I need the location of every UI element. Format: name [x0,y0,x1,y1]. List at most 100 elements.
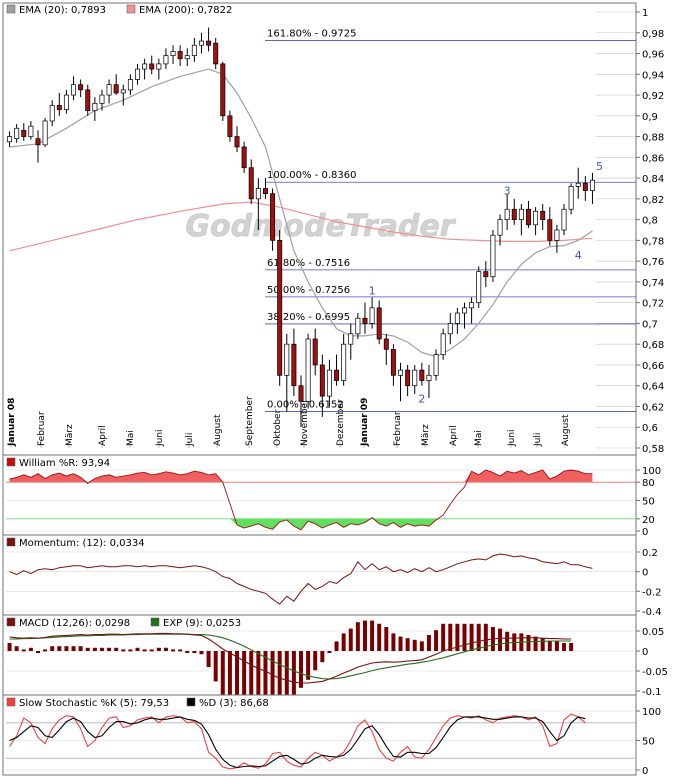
candle-body [135,68,140,80]
price-y-tick-label: 0,98 [642,29,664,40]
macd-histogram-bar [213,651,218,682]
macd-histogram-bar [128,649,133,652]
candle-body [497,219,503,236]
candle-body [511,208,517,220]
ema20-legend-label: EMA (20): 0,7893 [19,5,106,16]
candle-body [21,129,27,137]
candle-body [547,219,553,241]
macd-histogram-bar [142,649,147,652]
fibonacci-levels: 161.80% - 0.9725 100.00% - 0.8360 61.80% -… [265,29,636,412]
exp-legend-swatch [150,617,160,627]
stochastic-plot: 100 50 0 [6,707,661,777]
macd-legend-label: MACD (12,26): 0,0298 [19,618,130,629]
williams-y-tick-label: 100 [642,466,661,477]
macd-histogram-bar [313,651,318,671]
price-x-tick-label: Mai [126,430,136,446]
macd-histogram-bar [405,638,410,651]
price-panel: 1 0,98 0,96 0,94 0,92 0,9 0,88 0,86 0,84 0,82 0,8 0… [2,2,664,456]
candle-body [447,323,453,335]
momentum-y-tick-label: -0.2 [642,587,662,598]
candle-body [454,312,460,324]
price-y-tick-label: 0,8 [642,216,658,227]
price-panel-frame [2,2,637,456]
macd-histogram-bar [99,647,104,651]
candle-body [63,94,69,110]
price-y-tick-label: 0,86 [642,153,664,164]
momentum-y-tick-label: 0 [642,568,648,579]
macd-histogram-bar [192,651,197,653]
macd-line [9,632,572,684]
candle-body [28,125,34,137]
candle-body [589,179,595,191]
price-y-tick-label: 0,96 [642,50,664,61]
macd-y-tick-label: 0 [642,647,648,658]
macd-legend-swatch [6,617,16,627]
macd-histogram-bar [362,620,367,651]
macd-histogram-bar [43,649,48,652]
williams-oversold-fill [9,518,593,530]
stochastic-d-line [9,716,586,769]
stochastic-y-tick-label: 100 [642,707,661,718]
candle-body [71,84,77,96]
macd-histogram-bar [178,649,183,652]
price-x-tick-label: Januar 08 [7,398,17,447]
macd-histogram-bar [149,649,154,652]
macd-histogram-bar [156,647,161,651]
macd-histogram-bar [455,623,460,651]
candle-body [383,338,389,350]
price-x-tick-label: Mai [474,430,484,446]
macd-histogram-bar [85,647,90,651]
macd-histogram-bar [569,643,574,651]
candle-body [106,84,112,96]
candle-body [120,89,126,94]
stoch-d-legend-label: %D (3): 86,68 [199,698,269,709]
candle-body [483,271,489,278]
macd-y-tick-label: -0.05 [642,667,668,678]
candle-body [440,333,446,355]
candle-body [213,42,219,65]
macd-histogram-bar [341,633,346,651]
candle-body [163,55,169,65]
candle-body [568,186,574,210]
price-y-tick-label: 0,64 [642,382,664,393]
exp-signal-line [9,633,572,680]
candle-body [433,354,439,376]
fibonacci-level-label: 50.00% - 0.7256 [267,285,350,296]
stoch-d-legend-swatch [186,697,196,707]
candle-body [319,364,325,397]
candle-body [177,51,183,60]
macd-histogram-bar [199,651,204,655]
price-y-tick-label: 0,88 [642,133,664,144]
macd-histogram-bar [434,630,439,651]
momentum-line [9,553,593,605]
macd-histogram-bar [71,646,76,651]
macd-histogram-bar [355,622,360,651]
macd-histogram-bar [206,651,211,667]
price-y-tick-label: 0,76 [642,257,664,268]
macd-histogram-bar [562,643,567,651]
candle-body [7,136,13,143]
macd-histogram-bar [235,651,240,707]
macd-y-tick-label: -0.1 [642,687,662,698]
fibonacci-level-label: 161.80% - 0.9725 [267,29,356,40]
price-x-tick-label: Februar [393,411,403,446]
momentum-plot: 0.2 0 -0.2 -0.4 [6,548,662,618]
wave-label: 2 [418,392,425,405]
price-x-tick-label: Oktober [273,409,283,446]
candle-body [575,182,581,187]
macd-histogram-bar [476,623,481,651]
candle-body [270,193,276,241]
macd-panel: 0.05 0 -0.05 -0.1 MACD (12,26): 0,0298 EXP … [2,614,668,712]
candle-body [42,120,48,146]
candle-body [305,338,311,402]
macd-histogram-bar [320,651,325,663]
candle-body [220,63,226,117]
price-y-tick-label: 0,82 [642,195,664,206]
candle-body [298,385,304,402]
candle-body [426,374,432,381]
macd-histogram-bar [78,646,83,651]
candle-body [504,208,510,220]
candle-body [241,146,247,169]
candle-body [206,40,212,46]
